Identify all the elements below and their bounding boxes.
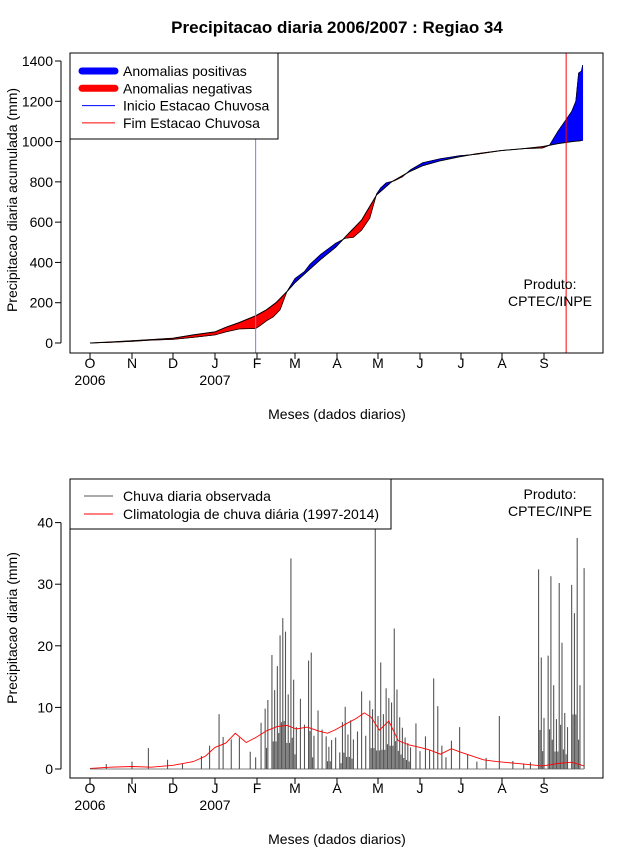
- y-tick-label: 1200: [22, 93, 53, 109]
- x-tick-label: S: [539, 780, 548, 796]
- y-tick-label: 200: [30, 295, 54, 311]
- x-tick-label: D: [168, 355, 178, 371]
- x-tick-label: O: [85, 355, 96, 371]
- legend-label: Fim Estacao Chuvosa: [123, 115, 260, 131]
- x-year-label: 2007: [199, 797, 230, 813]
- y-tick-label: 20: [37, 638, 53, 654]
- y-tick-label: 800: [30, 174, 54, 190]
- y-axis-2: 0 10 20 30 40: [37, 515, 62, 777]
- y-tick-label: 400: [30, 254, 54, 270]
- chart-title: Precipitacao diaria 2006/2007 : Regiao 3…: [171, 18, 503, 37]
- x-tick-label: O: [85, 780, 96, 796]
- x-tick-label: J: [212, 780, 219, 796]
- legend-label: Anomalias negativas: [123, 80, 252, 96]
- x-tick-label: S: [539, 355, 548, 371]
- climatology-line: [89, 140, 582, 344]
- product-source: CPTEC/INPE: [508, 503, 592, 519]
- x-tick-label: M: [372, 355, 384, 371]
- x-tick-label: A: [497, 355, 507, 371]
- y-tick-label: 0: [45, 335, 53, 351]
- x-axis-title: Meses (dados diarios): [268, 406, 406, 422]
- x-tick-label: M: [289, 780, 301, 796]
- x-tick-label: A: [497, 780, 507, 796]
- x-year-label: 2006: [74, 372, 105, 388]
- observed-line: [89, 64, 584, 344]
- y-axis-title: Precipitacao diaria acumulada (mm): [4, 88, 20, 312]
- y-tick-label: 10: [37, 699, 53, 715]
- x-tick-label: M: [372, 780, 384, 796]
- x-tick-label: F: [253, 355, 262, 371]
- y-tick-label: 0: [45, 761, 53, 777]
- y-axis-title: Precipitacao diaria (mm): [4, 552, 20, 704]
- legend-label: Chuva diaria observada: [123, 488, 271, 504]
- x-tick-label: A: [332, 355, 342, 371]
- legend-2: Chuva diaria observada Climatologia de ch…: [69, 478, 392, 530]
- y-tick-label: 30: [37, 576, 53, 592]
- product-label: Produto:: [524, 276, 577, 292]
- legend-label: Climatologia de chuva diária (1997-2014): [123, 506, 379, 522]
- x-tick-label: D: [168, 780, 178, 796]
- legend-label: Anomalias positivas: [123, 63, 247, 79]
- y-tick-label: 600: [30, 214, 54, 230]
- x-tick-label: J: [417, 355, 424, 371]
- product-label: Produto:: [524, 486, 577, 502]
- observed-bars: [105, 519, 585, 769]
- x-tick-label: N: [127, 780, 137, 796]
- x-year-label: 2007: [199, 372, 230, 388]
- x-axis-2: O N D J F M A M J J A S 2006 2007: [74, 777, 549, 813]
- x-tick-label: J: [212, 355, 219, 371]
- anomaly-areas: [89, 64, 584, 344]
- y-tick-label: 40: [37, 515, 53, 531]
- x-year-label: 2006: [74, 797, 105, 813]
- x-tick-label: N: [127, 355, 137, 371]
- legend-frame: [69, 478, 392, 530]
- product-source: CPTEC/INPE: [508, 293, 592, 309]
- x-tick-label: J: [458, 780, 465, 796]
- y-tick-label: 1000: [22, 134, 53, 150]
- x-tick-label: J: [458, 355, 465, 371]
- x-tick-label: F: [253, 780, 262, 796]
- legend-label: Inicio Estacao Chuvosa: [123, 98, 270, 114]
- legend-frame: [69, 52, 279, 140]
- x-tick-label: M: [289, 355, 301, 371]
- x-tick-label: J: [417, 780, 424, 796]
- x-axis-1: O N D J F M A M J J A S 2006 2007: [74, 352, 549, 388]
- y-tick-label: 1400: [22, 53, 53, 69]
- anomaly-segment: [581, 64, 584, 141]
- x-tick-label: A: [332, 780, 342, 796]
- x-axis-title: Meses (dados diarios): [268, 831, 406, 847]
- climatology-daily-line: [89, 712, 585, 769]
- y-axis-1: 0 200 400 600 800 1000 1200 1400: [22, 53, 62, 351]
